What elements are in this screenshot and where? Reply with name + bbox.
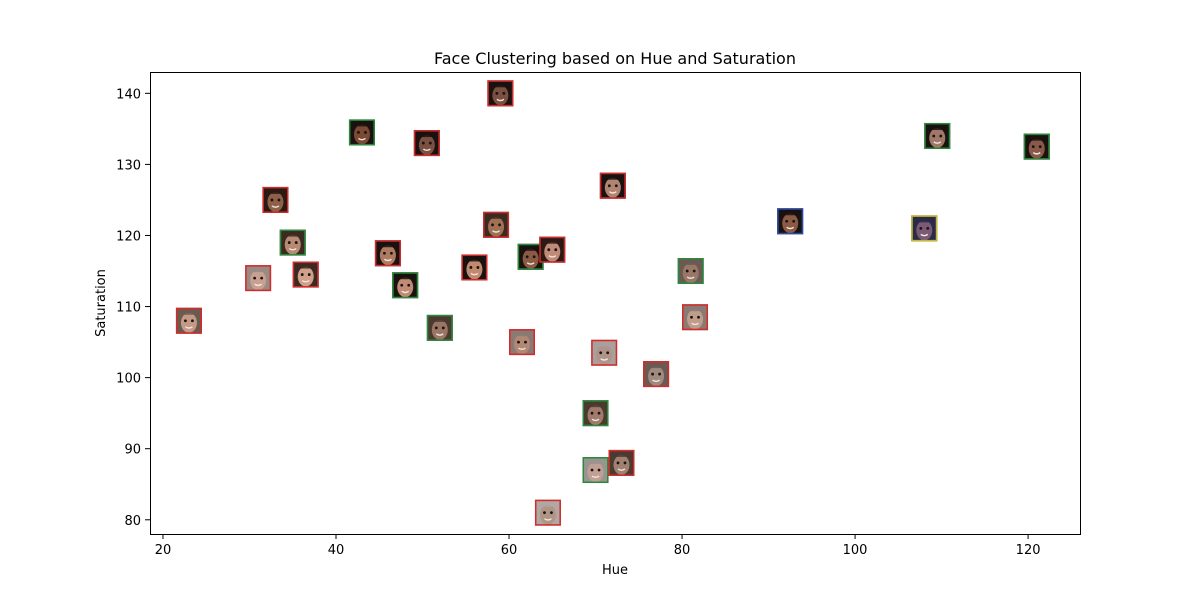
x-axis: 20 40 60 80 100 120 <box>155 534 1041 558</box>
plot-frame <box>150 72 1081 535</box>
x-tick-label: 40 <box>328 543 345 558</box>
face-point <box>262 186 289 213</box>
x-tick-label: 80 <box>674 543 691 558</box>
face-point <box>413 130 440 157</box>
face-point <box>682 304 709 331</box>
y-axis-label: Saturation <box>94 269 109 337</box>
face-point <box>643 361 670 388</box>
face-point <box>677 258 704 285</box>
face-point <box>608 449 635 476</box>
face-point <box>911 215 938 242</box>
x-axis-label: Hue <box>602 563 628 578</box>
y-tick-label: 120 <box>116 229 141 244</box>
face-point <box>582 457 609 484</box>
x-tick-label: 60 <box>501 543 518 558</box>
face-point <box>1023 133 1050 160</box>
x-tick-label: 100 <box>843 543 868 558</box>
face-point <box>175 307 202 334</box>
face-point <box>599 172 626 199</box>
face-point <box>539 236 566 263</box>
face-point <box>509 329 535 356</box>
face-point <box>348 119 375 146</box>
y-tick-label: 110 <box>116 301 141 316</box>
points-layer <box>175 80 1050 526</box>
face-point <box>374 240 401 267</box>
face-point <box>392 272 419 299</box>
face-point <box>777 208 804 235</box>
y-axis: 80 90 100 110 120 130 140 <box>116 87 150 529</box>
face-point <box>924 122 951 149</box>
face-point <box>279 229 306 256</box>
face-point <box>483 211 510 238</box>
x-tick-label: 120 <box>1016 543 1041 558</box>
face-point <box>582 400 609 427</box>
y-tick-label: 90 <box>124 443 141 458</box>
face-point <box>245 265 272 292</box>
y-tick-label: 140 <box>116 87 141 102</box>
face-point <box>591 339 618 366</box>
x-tick-label: 20 <box>155 543 172 558</box>
face-point <box>461 254 488 281</box>
face-point <box>426 314 453 341</box>
face-point <box>292 261 319 288</box>
y-tick-label: 130 <box>116 158 141 173</box>
y-tick-label: 100 <box>116 372 141 387</box>
face-point <box>487 80 514 107</box>
chart-title: Face Clustering based on Hue and Saturat… <box>434 49 796 68</box>
face-point <box>534 499 561 526</box>
y-tick-label: 80 <box>124 514 141 529</box>
